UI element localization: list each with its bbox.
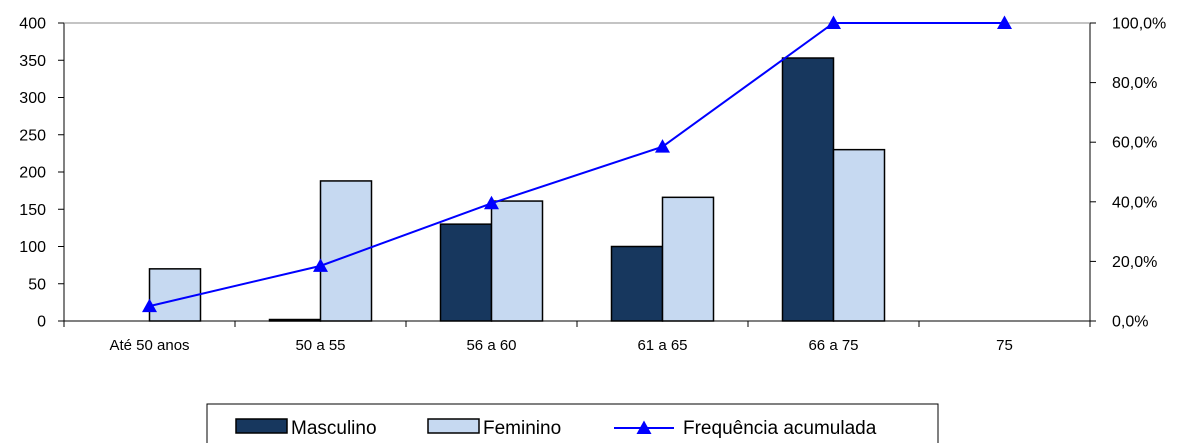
axes: 0 50 100 150 200 250 300 350 400 0,0% 20,0% 40,0% 60…: [19, 16, 1166, 355]
legend-label: Frequência acumulada: [683, 418, 877, 439]
cumulative-point-2: [484, 195, 499, 210]
cumulative-point-0: [142, 298, 157, 313]
legend-swatch-masculino: [235, 418, 288, 434]
bar-masculino-3: [610, 245, 664, 322]
cumulative-point-1: [313, 258, 328, 272]
cumulative-line-path: [149, 22, 1005, 308]
x-tick-label: 66 a 75: [808, 337, 858, 354]
left-tick-label: 150: [19, 202, 46, 219]
legend-box: [206, 403, 939, 443]
right-tick-label: 60,0%: [1112, 135, 1157, 152]
bar-masculino-4: [781, 57, 835, 322]
cumulative-point-3: [655, 139, 670, 153]
legend-swatch-feminino: [427, 418, 480, 434]
left-tick-label: 100: [19, 239, 46, 256]
left-tick-label: 50: [28, 276, 46, 293]
left-tick-label: 200: [19, 165, 46, 182]
bar-masculino-2: [439, 223, 493, 322]
bar-feminino-4: [832, 148, 886, 322]
left-tick-label: 250: [19, 127, 46, 144]
left-tick-label: 350: [19, 53, 46, 70]
x-tick-label: 50 a 55: [295, 337, 345, 354]
bars: [148, 57, 886, 322]
left-tick-label: 300: [19, 90, 46, 107]
left-tick-label: 400: [19, 16, 46, 33]
cumulative-point-5: [997, 15, 1012, 29]
cumulative-line: [142, 15, 1012, 313]
right-tick-label: 100,0%: [1112, 16, 1166, 33]
legend: Masculino Feminino Frequência acumulada: [206, 403, 939, 443]
legend-label: Feminino: [483, 418, 561, 439]
x-tick-label: 75: [996, 337, 1013, 354]
right-tick-label: 0,0%: [1112, 314, 1148, 331]
x-tick-label: Até 50 anos: [109, 337, 189, 354]
cumulative-point-4: [826, 15, 841, 29]
legend-swatch-marker: [636, 420, 652, 434]
bar-feminino-2: [490, 200, 544, 322]
x-tick-label: 56 a 60: [466, 337, 516, 354]
bar-feminino-3: [661, 196, 715, 322]
right-tick-label: 80,0%: [1112, 75, 1157, 92]
left-tick-label: 0: [37, 314, 46, 331]
legend-label: Masculino: [291, 418, 377, 439]
right-tick-label: 20,0%: [1112, 254, 1157, 271]
x-tick-label: 61 a 65: [637, 337, 687, 354]
right-tick-label: 40,0%: [1112, 194, 1157, 211]
